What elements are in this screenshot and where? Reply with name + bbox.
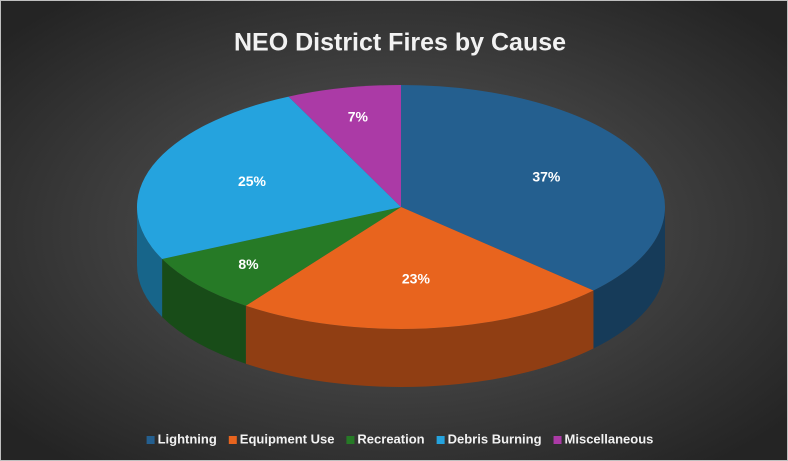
slice-side <box>593 207 665 349</box>
slice <box>137 96 402 259</box>
slice-side <box>137 207 163 317</box>
legend-label: Lightning <box>158 431 217 446</box>
chart-title: NEO District Fires by Cause <box>234 29 566 57</box>
legend-label: Recreation <box>357 431 424 446</box>
slice <box>245 207 594 330</box>
legend-swatch <box>553 436 562 444</box>
slice <box>401 85 665 291</box>
legend-swatch <box>346 436 355 444</box>
data-label: 37% <box>532 169 561 185</box>
data-label: 8% <box>238 256 259 272</box>
slice-side <box>162 258 246 364</box>
legend-label: Debris Burning <box>448 431 542 446</box>
legend-label: Miscellaneous <box>565 431 654 446</box>
data-label: 7% <box>348 108 369 124</box>
legend-swatch <box>228 436 237 444</box>
slice <box>288 85 401 207</box>
data-label: 23% <box>402 271 431 287</box>
legend-swatch <box>146 436 155 444</box>
legend-label: Equipment Use <box>240 431 335 446</box>
data-label: 25% <box>238 173 267 189</box>
legend-swatch <box>436 436 445 444</box>
slice <box>162 207 401 306</box>
slice-side <box>245 290 594 387</box>
